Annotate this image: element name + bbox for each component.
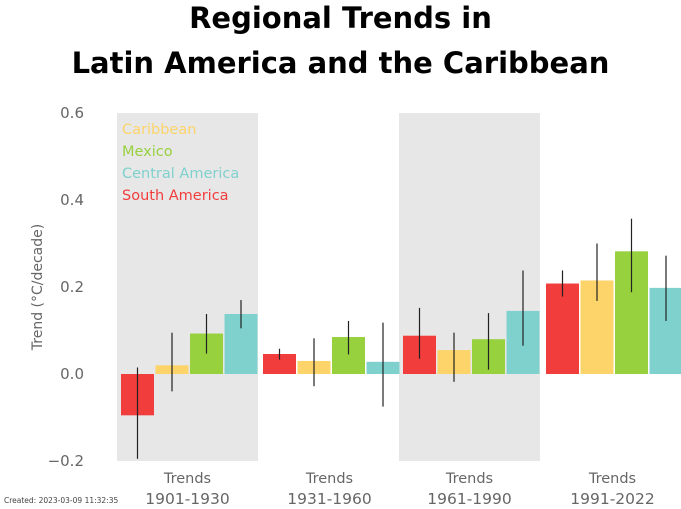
group-label-top: Trends xyxy=(588,471,636,487)
y-tick-label: 0.2 xyxy=(60,278,84,296)
legend-item-central-america: Central America xyxy=(122,166,239,182)
group-label-top: Trends xyxy=(305,471,353,487)
group-label-period: 1931-1960 xyxy=(287,490,372,508)
bar-south-america-1991-2022 xyxy=(546,283,579,374)
y-tick-label: 0.4 xyxy=(60,191,84,209)
group-label-period: 1991-2022 xyxy=(570,490,655,508)
bar-south-america-1931-1960 xyxy=(263,353,296,374)
legend-item-caribbean: Caribbean xyxy=(122,122,196,138)
group-label-top: Trends xyxy=(163,471,211,487)
bar-central-america-1991-2022 xyxy=(649,287,681,374)
legend-item-mexico: Mexico xyxy=(122,144,173,160)
chart-title-line-1: Regional Trends in xyxy=(189,1,492,35)
chart-title-line-2: Latin America and the Caribbean xyxy=(71,46,610,80)
group-label-top: Trends xyxy=(445,471,493,487)
group-shade-3 xyxy=(399,113,540,461)
legend-item-south-america: South America xyxy=(122,188,229,204)
y-tick-label: −0.2 xyxy=(48,452,84,470)
y-tick-label: 0.6 xyxy=(60,104,84,122)
group-label-period: 1901-1930 xyxy=(145,490,230,508)
chart-title: Regional Trends in Latin America and the… xyxy=(0,0,681,86)
y-axis-label: Trend (°C/decade) xyxy=(30,224,46,351)
group-label-period: 1961-1990 xyxy=(427,490,512,508)
y-tick-label: 0.0 xyxy=(60,365,84,383)
created-timestamp: Created: 2023-03-09 11:32:35 xyxy=(4,496,119,505)
